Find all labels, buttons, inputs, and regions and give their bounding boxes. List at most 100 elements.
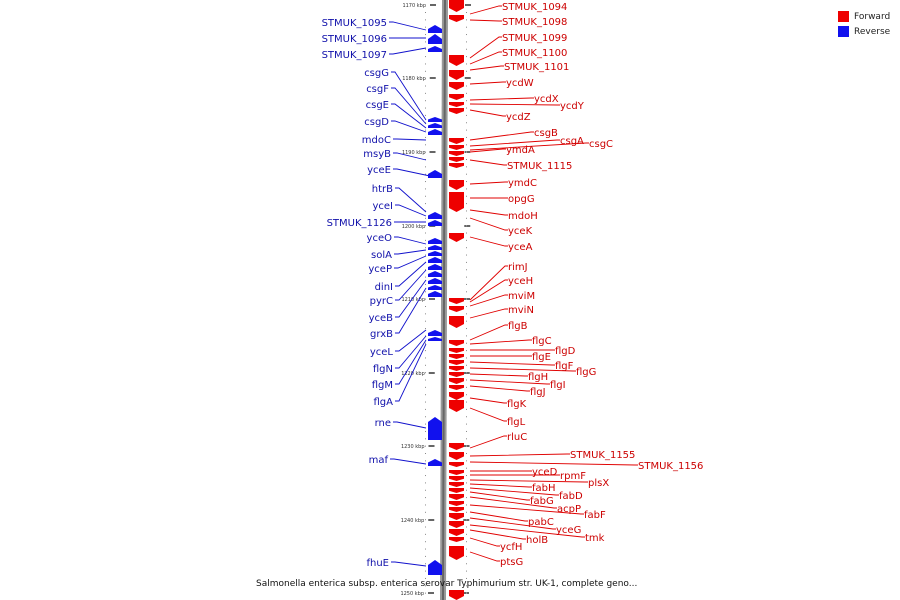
forward-gene-label: flgB [508, 321, 528, 332]
forward-leader-line [469, 36, 502, 59]
reverse-gene-label: csgE [366, 100, 389, 111]
forward-gene-label: ycfH [500, 542, 522, 553]
reverse-gene-label: STMUK_1097 [322, 50, 387, 61]
forward-gene-label: flgE [532, 352, 551, 363]
minor-tick [466, 188, 467, 190]
forward-leader-line [469, 97, 534, 101]
reverse-gene-label: flgN [373, 364, 393, 375]
minor-tick [425, 232, 426, 234]
minor-tick [466, 489, 467, 491]
minor-tick [466, 283, 467, 285]
minor-tick [466, 401, 467, 403]
minor-tick [425, 203, 426, 205]
minor-tick [425, 144, 426, 146]
reverse-leader-line [391, 103, 427, 129]
forward-gene-arrow [449, 366, 464, 371]
legend-forward: Forward [838, 9, 890, 24]
forward-gene-labels: STMUK_1094 STMUK_1098 STMUK_1099 STMUK_1100… [500, 2, 703, 568]
forward-gene-arrow [449, 316, 464, 328]
reverse-gene-label: flgM [372, 380, 393, 391]
forward-gene-label: holB [526, 535, 548, 546]
forward-gene-label: mdoH [508, 211, 538, 222]
minor-tick [466, 592, 467, 594]
minor-tick [466, 203, 467, 205]
minor-tick [466, 350, 467, 352]
minor-tick [466, 306, 467, 307]
forward-gene-arrow [449, 15, 464, 22]
minor-tick [466, 438, 467, 440]
reverse-leader-line [394, 236, 427, 245]
reverse-gene-arrow [428, 220, 442, 226]
forward-gene-label: STMUK_1098 [502, 17, 567, 28]
minor-tick [425, 394, 426, 396]
reverse-gene-arrow [428, 278, 442, 284]
reverse-gene-arrow [428, 417, 442, 440]
minor-tick [425, 401, 426, 403]
minor-tick [425, 519, 426, 521]
minor-tick [425, 269, 426, 271]
minor-tick [425, 78, 426, 80]
minor-tick [425, 497, 426, 499]
minor-tick [466, 430, 467, 432]
minor-tick [466, 181, 467, 183]
minor-tick [425, 12, 426, 13]
minor-tick [425, 445, 426, 447]
forward-leader-line [469, 524, 585, 538]
reverse-gene-arrow [428, 238, 442, 244]
minor-tick [425, 276, 426, 278]
forward-gene-arrow [449, 462, 464, 467]
minor-tick [466, 19, 467, 21]
forward-gene-arrow [449, 163, 464, 168]
forward-gene-label: rluC [507, 432, 527, 443]
minor-tick [425, 489, 426, 491]
reverse-gene-arrow [428, 25, 442, 33]
forward-gene-arrow [449, 70, 464, 80]
forward-gene-arrow [449, 476, 464, 481]
forward-gene-label: STMUK_1155 [570, 450, 635, 461]
forward-gene-label: ymdA [506, 145, 535, 156]
reverse-gene-arrow [428, 330, 442, 336]
reverse-gene-arrow [428, 117, 442, 122]
forward-gene-label: flgF [555, 361, 574, 372]
reverse-leader-line [395, 287, 427, 334]
forward-gene-label: plsX [588, 478, 609, 489]
forward-gene-label: csgC [589, 139, 613, 150]
forward-gene-label: ycdZ [506, 112, 531, 123]
forward-gene-arrow [449, 354, 464, 359]
minor-tick [466, 78, 467, 80]
forward-gene-arrow [449, 298, 464, 304]
forward-gene-label: STMUK_1101 [504, 62, 569, 73]
minor-tick [425, 136, 426, 138]
minor-tick [425, 453, 426, 454]
minor-tick [425, 85, 426, 87]
minor-tick [466, 467, 467, 469]
minor-tick [466, 386, 467, 388]
kbp-ticks: 1170 kbp 1180 kbp 1190 kbp 1200 kbp 1210 kbp… [400, 3, 471, 597]
forward-gene-arrow [449, 348, 464, 353]
reverse-leader-line [391, 87, 427, 125]
minor-tick [466, 357, 467, 359]
reverse-gene-label: STMUK_1126 [327, 218, 392, 229]
forward-leader-line [469, 479, 588, 483]
forward-gene-arrow [449, 470, 464, 475]
tick-label: 1240 kbp [401, 518, 425, 524]
minor-tick [425, 555, 426, 557]
reverse-leader-line [389, 47, 427, 55]
minor-tick [466, 475, 467, 477]
forward-leader-line [469, 308, 508, 319]
minor-tick [466, 445, 467, 447]
forward-gene-label: ycdY [560, 101, 585, 112]
forward-gene-arrow [449, 55, 464, 66]
minor-tick [466, 144, 467, 146]
forward-gene-arrow [449, 488, 464, 493]
minor-tick [466, 526, 467, 528]
reverse-gene-label: maf [369, 455, 389, 466]
minor-tick [425, 541, 426, 543]
forward-leader-line [469, 397, 507, 404]
reverse-gene-arrow [428, 271, 442, 277]
minor-tick [425, 460, 426, 462]
minor-tick [466, 26, 467, 28]
reverse-gene-features [428, 25, 442, 575]
forward-leader-line [469, 339, 532, 345]
reverse-gene-label: msyB [363, 149, 391, 160]
